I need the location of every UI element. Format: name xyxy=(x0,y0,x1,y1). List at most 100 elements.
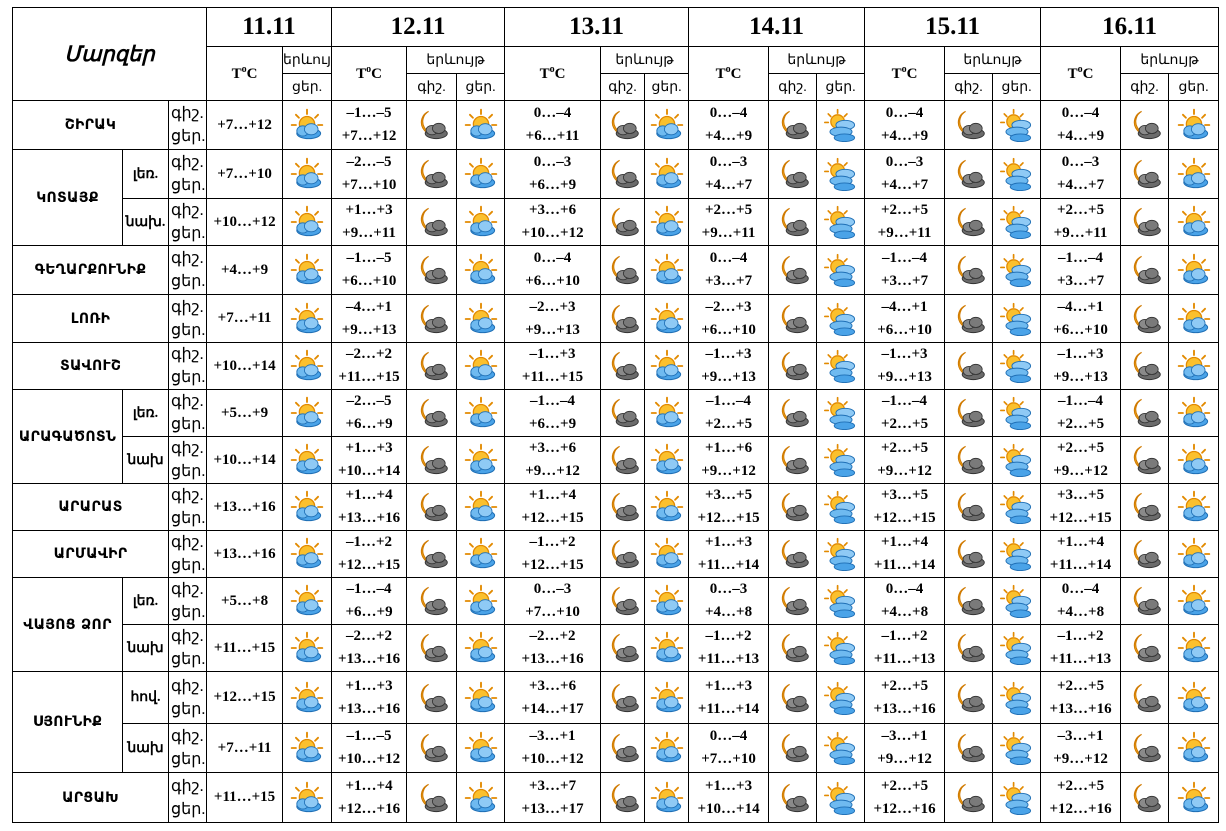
temperature-cell: –3…+1 +9…+12 xyxy=(864,723,946,773)
night-temp: 0…–3 xyxy=(885,154,924,170)
night-label: գիշ. xyxy=(171,202,204,219)
sun-clouds-icon xyxy=(992,772,1042,823)
day-temp: +4…+9 xyxy=(880,128,929,144)
temperature-cell: 0…–3 +4…+8 xyxy=(688,577,770,625)
moon-cloud-icon xyxy=(1120,483,1170,531)
sun-cloud-icon xyxy=(456,245,506,295)
day-temp: +7…+11 xyxy=(217,739,272,756)
night-temp: +2…+5 xyxy=(880,677,929,694)
temperature-cell: +10…+12 xyxy=(206,198,284,246)
date-header: 11.11 xyxy=(206,7,333,47)
moon-cloud-icon xyxy=(406,671,458,724)
sun-cloud-icon xyxy=(456,149,506,199)
subregion-name: լեռ. xyxy=(122,389,169,437)
moon-cloud-icon xyxy=(1120,671,1170,724)
sun-cloud-icon xyxy=(644,149,690,199)
sun-clouds-icon xyxy=(816,772,866,823)
temperature-cell: +12…+15 xyxy=(206,671,284,724)
night-label: գիշ. xyxy=(171,298,204,316)
temperature-cell: +3…+6 +14…+17 xyxy=(504,671,602,724)
moon-cloud-icon xyxy=(406,198,458,246)
night-temp: –1…+3 xyxy=(705,346,752,362)
night-temp: +2…+5 xyxy=(704,202,753,218)
night-day-label: գիշ. ցեր. xyxy=(167,671,208,724)
temp-label: T xyxy=(1067,66,1078,82)
day-temp: +9…+11 xyxy=(701,225,756,241)
day-temp: +12…+15 xyxy=(873,510,936,526)
moon-cloud-icon xyxy=(1120,294,1170,343)
night-label: գիշ. xyxy=(171,728,204,745)
day-label: ցեր. xyxy=(171,557,206,574)
sun-clouds-icon xyxy=(992,723,1042,773)
night-temp: +1…+4 xyxy=(345,487,393,503)
moon-cloud-icon xyxy=(944,245,994,295)
day-temp: +7…+10 xyxy=(341,177,397,193)
table-row: ԱՐԱԳԱԾՈՏՆ լեռ. գիշ. ցեր. +5…+9 –2…–5 +6…+9 –1…–… xyxy=(12,389,1220,484)
moon-cloud-icon xyxy=(1120,389,1170,437)
night-temp: 0…–4 xyxy=(533,105,572,121)
day-temp: +6…+11 xyxy=(525,128,580,144)
temperature-cell: 0…–4 +3…+7 xyxy=(688,245,770,295)
temperature-cell: +1…+3 +9…+11 xyxy=(331,198,408,246)
night-temp: –3…+1 xyxy=(1057,728,1104,744)
temperature-cell: –1…–4 +2…+5 xyxy=(1040,389,1122,437)
night-temp: +3…+6 xyxy=(528,202,577,218)
day-temp: +13…+16 xyxy=(521,651,584,667)
night-header: գիշ. xyxy=(1120,73,1170,101)
night-temp: 0…–4 xyxy=(709,105,748,121)
night-temp: +3…+6 xyxy=(528,440,577,456)
event-header: երևույթ xyxy=(600,46,690,74)
moon-cloud-icon xyxy=(600,294,646,343)
night-temp: 0…–4 xyxy=(1061,581,1100,597)
temperature-cell: –4…+1 +6…+10 xyxy=(864,294,946,343)
temperature-cell: +2…+5 +9…+12 xyxy=(1040,436,1122,484)
day-temp: +11…+14 xyxy=(697,700,760,717)
day-temp: +6…+9 xyxy=(345,416,393,432)
day-temp: +9…+11 xyxy=(1053,225,1108,241)
night-temp: +3…+7 xyxy=(528,777,577,794)
day-temp: +9…+12 xyxy=(1053,751,1108,767)
temperature-cell: –3…+1 +10…+12 xyxy=(504,723,602,773)
moon-cloud-icon xyxy=(768,624,818,672)
sun-cloud-icon xyxy=(644,723,690,773)
table-row: ՍՅՈՒՆԻՔ հով. գիշ. ցեր. +12…+15 +1…+3 +13…+16 +3… xyxy=(12,671,1220,773)
night-temp: –1…–4 xyxy=(1058,250,1104,266)
day-temp: +13…+16 xyxy=(337,700,401,717)
moon-cloud-icon xyxy=(1120,723,1170,773)
temperature-cell: +1…+4 +12…+16 xyxy=(331,772,408,823)
sun-clouds-icon xyxy=(816,149,866,199)
temperature-cell: 0…–3 +4…+7 xyxy=(1040,149,1122,199)
temperature-cell: +13…+16 xyxy=(206,483,284,531)
day-label: ցեր. xyxy=(171,800,206,818)
moon-cloud-icon xyxy=(406,245,458,295)
moon-cloud-icon xyxy=(406,530,458,578)
sun-clouds-icon xyxy=(816,723,866,773)
day-temp: +9…+13 xyxy=(1053,369,1108,385)
night-temp: +1…+4 xyxy=(528,487,577,503)
day-label: ցեր. xyxy=(171,463,206,480)
temp-label: T xyxy=(891,66,902,82)
moon-cloud-icon xyxy=(600,342,646,390)
temperature-cell: +10…+14 xyxy=(206,436,284,484)
sun-clouds-icon xyxy=(816,100,866,150)
day-temp: +11…+15 xyxy=(213,789,276,805)
night-temp: –1…+2 xyxy=(881,628,928,644)
day-temp: +12…+15 xyxy=(1049,510,1112,526)
day-temp: +9…+13 xyxy=(877,369,932,385)
sun-cloud-icon xyxy=(456,483,506,531)
temperature-cell: –1…+2 +11…+13 xyxy=(1040,624,1122,672)
moon-cloud-icon xyxy=(600,772,646,823)
temperature-cell: –1…+3 +9…+13 xyxy=(864,342,946,390)
moon-cloud-icon xyxy=(406,772,458,823)
moon-cloud-icon xyxy=(600,389,646,437)
night-label: գիշ. xyxy=(171,628,204,645)
moon-cloud-icon xyxy=(1120,245,1170,295)
moon-cloud-icon xyxy=(600,100,646,150)
day-temp: +4…+7 xyxy=(704,177,753,193)
day-temp: +11…+15 xyxy=(213,639,276,656)
night-temp: –1…+2 xyxy=(529,534,576,550)
temperature-cell: +1…+6 +9…+12 xyxy=(688,436,770,484)
sun-cloud-icon xyxy=(1168,294,1220,343)
day-temp: +11…+13 xyxy=(873,651,936,667)
temperature-cell: +1…+3 +13…+16 xyxy=(331,671,408,724)
